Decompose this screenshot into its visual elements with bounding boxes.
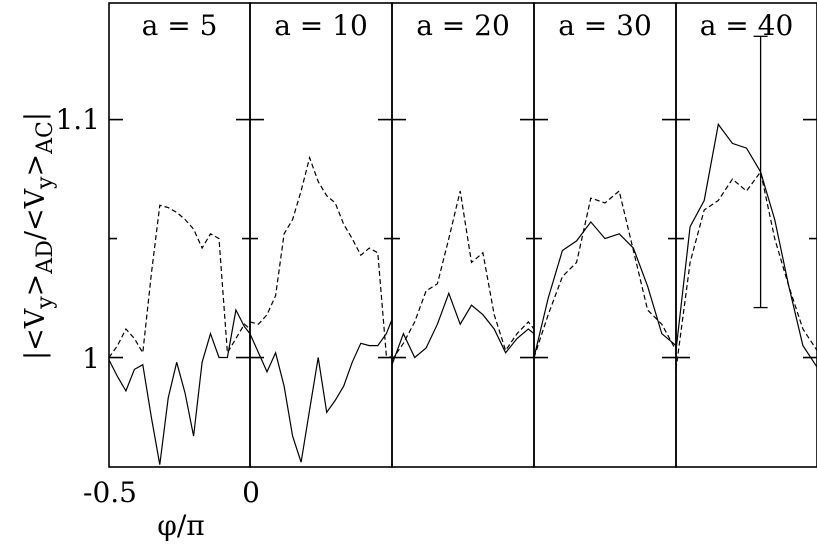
series-line-solid <box>108 308 251 465</box>
y-tick-label: 1.1 <box>55 103 100 136</box>
y-tick-label: 1 <box>82 342 100 375</box>
series-line-dashed <box>108 204 251 358</box>
panel-frame <box>249 2 393 468</box>
series-line-solid <box>533 220 677 358</box>
panel-title: a = 40 <box>700 9 794 42</box>
panel-2: a = 10 <box>249 2 393 468</box>
panel-4: a = 30 <box>533 2 677 468</box>
series-line-solid <box>391 291 535 365</box>
panel-title: a = 20 <box>416 9 510 42</box>
panel-title: a = 5 <box>142 9 218 42</box>
x-axis-label: φ/π <box>157 509 204 542</box>
series-line-dashed <box>249 155 393 359</box>
panel-frame <box>675 2 817 468</box>
x-tick-label: 0 <box>242 476 260 509</box>
panel-title: a = 30 <box>558 9 652 42</box>
y-axis-label: |<Vy>AD/<Vy>AC| <box>20 112 58 360</box>
panel-title: a = 10 <box>274 9 368 42</box>
panel-3: a = 20 <box>391 2 535 468</box>
x-tick-label: -0.5 <box>83 476 137 509</box>
panel-frame <box>108 2 251 468</box>
series-line-solid <box>675 122 817 368</box>
panel-5: a = 40 <box>675 2 817 468</box>
series-line-dashed <box>391 190 535 361</box>
panel-1: a = 5 <box>108 2 251 468</box>
panel-frame <box>533 2 677 468</box>
series-line-dashed <box>533 189 677 358</box>
series-line-dashed <box>675 170 817 370</box>
series-line-solid <box>249 319 393 463</box>
panel-frame <box>391 2 535 468</box>
error-bar <box>753 35 768 309</box>
